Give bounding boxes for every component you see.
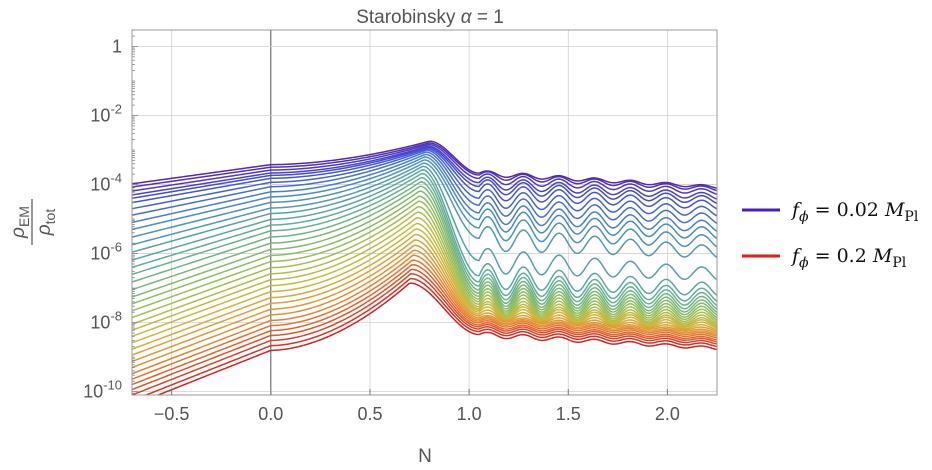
- series-line: [132, 239, 717, 356]
- series-line: [132, 162, 717, 259]
- y-label-denominator: ρtot: [34, 209, 58, 237]
- series-line: [132, 159, 717, 248]
- series-line: [132, 268, 717, 391]
- x-tick-label: 1.5: [556, 404, 581, 424]
- y-axis: 1 10-2 10-4 10-6 10-8 10-10: [83, 29, 138, 402]
- series-line: [132, 228, 717, 344]
- legend-entry-fphi-0.2: fϕ = 0.2 MPl: [742, 245, 907, 271]
- y-label-numerator: ρEM: [8, 206, 32, 239]
- x-tick-label: 2.0: [655, 404, 680, 424]
- series-line: [132, 233, 717, 350]
- legend: fϕ = 0.02 MPl fϕ = 0.2 MPl: [742, 199, 919, 271]
- grid: [132, 30, 717, 395]
- series-line: [132, 147, 717, 210]
- series-line: [132, 153, 717, 232]
- series-line: [132, 273, 717, 395]
- series-line: [132, 181, 717, 310]
- series-line: [132, 259, 717, 380]
- series-line: [132, 168, 717, 296]
- series-line: [132, 142, 717, 192]
- series-line: [132, 143, 717, 196]
- x-axis-label: N: [418, 446, 432, 467]
- chart-title: Starobinsky α = 1: [356, 7, 504, 28]
- y-tick-label: 10-10: [83, 378, 122, 402]
- y-tick-label: 10-2: [90, 102, 122, 126]
- series-line: [132, 176, 717, 307]
- series-line: [132, 216, 717, 331]
- series-line: [132, 156, 717, 240]
- x-tick-label: 0.0: [258, 404, 283, 424]
- series-line: [132, 211, 717, 325]
- series-line: [132, 222, 717, 338]
- y-tick-label: 10-8: [90, 309, 122, 333]
- series-line: [132, 254, 717, 375]
- series-group: [132, 140, 717, 395]
- series-line: [132, 165, 717, 281]
- y-tick-label: 1: [112, 36, 122, 56]
- x-tick-label: 1.0: [457, 404, 482, 424]
- plot-frame: [131, 29, 718, 396]
- series-line: [132, 195, 717, 319]
- series-line: [132, 172, 717, 302]
- series-line: [144, 277, 717, 395]
- legend-entry-fphi-0.02: fϕ = 0.02 MPl: [742, 199, 919, 225]
- y-axis-label: ρEM ρtot: [8, 199, 58, 245]
- legend-label-fphi-0.2: fϕ = 0.2 MPl: [790, 245, 907, 271]
- series-line: [132, 205, 717, 323]
- x-tick-label: −0.5: [154, 404, 190, 424]
- series-line: [132, 149, 717, 217]
- x-axis: −0.5 0.0 0.5 1.0 1.5 2.0: [154, 389, 680, 424]
- series-line: [132, 145, 717, 200]
- series-line: [132, 263, 717, 386]
- series-line: [132, 185, 717, 314]
- series-line: [132, 249, 717, 369]
- series-line: [132, 190, 717, 316]
- series-line: [132, 244, 717, 363]
- series-line: [132, 200, 717, 321]
- x-tick-label: 0.5: [357, 404, 382, 424]
- series-line: [132, 151, 717, 224]
- series-line: [132, 140, 717, 189]
- series-line: [132, 146, 717, 205]
- y-tick-label: 10-6: [90, 240, 122, 264]
- y-tick-label: 10-4: [90, 171, 122, 195]
- legend-label-fphi-0.02: fϕ = 0.02 MPl: [790, 199, 919, 225]
- series-line: [156, 282, 717, 395]
